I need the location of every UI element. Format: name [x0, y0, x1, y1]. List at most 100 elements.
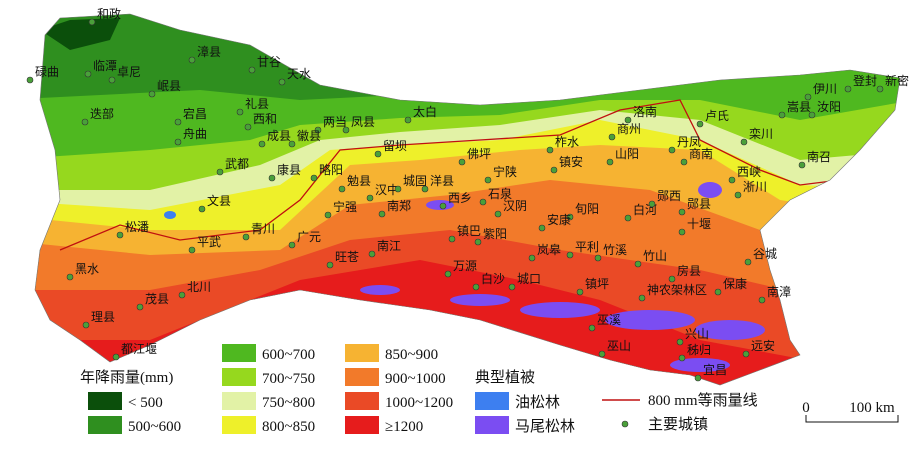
city-label: 远安	[751, 338, 775, 353]
pine-patches	[164, 171, 855, 372]
city-dot	[598, 350, 606, 358]
city-dot	[479, 198, 487, 206]
legend-label: 800~850	[262, 419, 315, 435]
city-label: 商州	[617, 121, 641, 136]
city-label: 太白	[413, 104, 437, 119]
city-dot	[84, 70, 92, 78]
city-label: 平武	[197, 235, 221, 249]
city-label: 略阳	[319, 162, 343, 177]
city-label: 临潭	[93, 59, 117, 73]
city-label: 文县	[207, 193, 231, 208]
city-label: 新密	[885, 73, 909, 88]
scale-label: 0	[802, 400, 810, 416]
city-dot	[108, 76, 116, 84]
city-dot	[576, 288, 584, 296]
city-dot	[742, 350, 750, 358]
city-label: 都江堰	[121, 342, 157, 356]
city-label: 保康	[723, 276, 747, 291]
city-label: 栾川	[749, 126, 773, 141]
legend-swatch	[88, 392, 122, 410]
city-dot	[758, 296, 766, 304]
city-label: 康县	[277, 162, 301, 177]
city-dot	[624, 214, 632, 222]
legend-label: 700~750	[262, 371, 315, 387]
city-dot	[778, 111, 786, 119]
city-dot	[678, 354, 686, 362]
city-dot	[136, 303, 144, 311]
city-label: 郧县	[687, 197, 711, 211]
city-dot	[288, 140, 296, 148]
city-label: 登封	[853, 73, 877, 88]
city-dot	[876, 85, 884, 93]
legend-label: 马尾松林	[515, 418, 575, 435]
city-dot	[310, 174, 318, 182]
city-label: 竹山	[643, 249, 667, 263]
city-label: 漳县	[197, 44, 221, 59]
legend-label: 800 mm等雨量线	[648, 391, 758, 409]
city-dot	[374, 150, 382, 158]
city-dot	[668, 275, 676, 283]
town-key	[621, 420, 629, 428]
city-dot	[714, 288, 722, 296]
city-dot	[116, 231, 124, 239]
city-dot	[680, 158, 688, 166]
city-dot	[448, 235, 456, 243]
legend-swatch	[222, 392, 256, 410]
city-dot	[66, 273, 74, 281]
city-dot	[678, 228, 686, 236]
city-dot	[188, 56, 196, 64]
city-dot	[528, 254, 536, 262]
city-dot	[844, 85, 852, 93]
city-dot	[242, 233, 250, 241]
city-label: 房县	[677, 263, 701, 278]
city-label: 嵩县	[787, 100, 811, 114]
city-dot	[588, 324, 596, 332]
city-label: 碌曲	[35, 65, 59, 79]
legend: 年降雨量(mm) 典型植被 800 mm等雨量线 主要城镇 0 100 km <…	[80, 344, 899, 435]
city-label: 凤县	[351, 115, 375, 129]
city-label: 南江	[377, 238, 401, 253]
legend-swatch	[345, 368, 379, 386]
city-dot	[444, 270, 452, 278]
city-dot	[26, 76, 34, 84]
legend-swatch	[222, 344, 256, 362]
city-label: 兴山	[685, 327, 709, 341]
city-label: 平利	[575, 240, 599, 254]
city-label: 秭归	[687, 343, 711, 357]
city-label: 丹凤	[677, 135, 701, 149]
city-label: 岷县	[157, 78, 181, 93]
city-label: 卓尼	[117, 65, 141, 79]
city-dot	[421, 185, 429, 193]
city-label: 西峡	[737, 165, 761, 179]
city-dot	[368, 250, 376, 258]
city-dot	[808, 111, 816, 119]
city-label: 宕昌	[183, 106, 207, 121]
city-dot	[474, 238, 482, 246]
city-label: 镇坪	[585, 277, 609, 291]
city-dot	[112, 353, 120, 361]
scale-label: 100 km	[849, 400, 895, 416]
city-label: 宁强	[333, 199, 357, 214]
city-dot	[538, 224, 546, 232]
city-label: 洛南	[633, 104, 657, 119]
legend-swatch	[345, 392, 379, 410]
city-label: 天水	[287, 67, 311, 81]
city-dot	[804, 93, 812, 101]
city-label: 淅川	[743, 179, 767, 194]
zone	[40, 18, 120, 50]
city-dot	[634, 260, 642, 268]
city-label: 留坝	[383, 139, 407, 153]
city-dot	[678, 208, 686, 216]
legend-swatch	[222, 416, 256, 434]
legend-title: 年降雨量(mm)	[80, 369, 173, 386]
city-label: 武都	[225, 157, 249, 171]
city-dot	[566, 251, 574, 259]
city-dot	[494, 210, 502, 218]
city-label: 镇安	[559, 154, 583, 169]
city-label: 岚皋	[537, 242, 561, 257]
legend-label: 1000~1200	[385, 395, 453, 411]
city-label: 宜昌	[703, 362, 727, 377]
city-label: 理县	[91, 310, 115, 324]
